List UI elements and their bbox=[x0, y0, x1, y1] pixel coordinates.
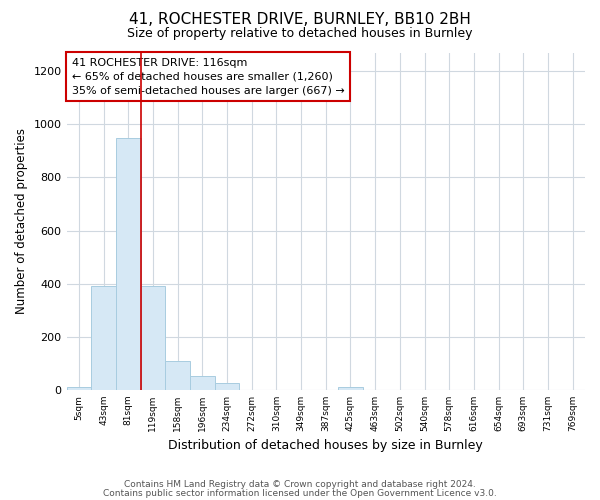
Text: Contains public sector information licensed under the Open Government Licence v3: Contains public sector information licen… bbox=[103, 489, 497, 498]
Bar bbox=[140, 286, 165, 390]
Y-axis label: Number of detached properties: Number of detached properties bbox=[15, 128, 28, 314]
Text: 41 ROCHESTER DRIVE: 116sqm
← 65% of detached houses are smaller (1,260)
35% of s: 41 ROCHESTER DRIVE: 116sqm ← 65% of deta… bbox=[72, 58, 344, 96]
Bar bbox=[215, 384, 239, 390]
Bar bbox=[91, 286, 116, 390]
Bar bbox=[165, 360, 190, 390]
Text: Contains HM Land Registry data © Crown copyright and database right 2024.: Contains HM Land Registry data © Crown c… bbox=[124, 480, 476, 489]
Bar bbox=[116, 138, 140, 390]
Bar bbox=[67, 388, 91, 390]
X-axis label: Distribution of detached houses by size in Burnley: Distribution of detached houses by size … bbox=[169, 440, 483, 452]
Bar bbox=[190, 376, 215, 390]
Text: 41, ROCHESTER DRIVE, BURNLEY, BB10 2BH: 41, ROCHESTER DRIVE, BURNLEY, BB10 2BH bbox=[129, 12, 471, 28]
Bar bbox=[338, 388, 363, 390]
Text: Size of property relative to detached houses in Burnley: Size of property relative to detached ho… bbox=[127, 28, 473, 40]
